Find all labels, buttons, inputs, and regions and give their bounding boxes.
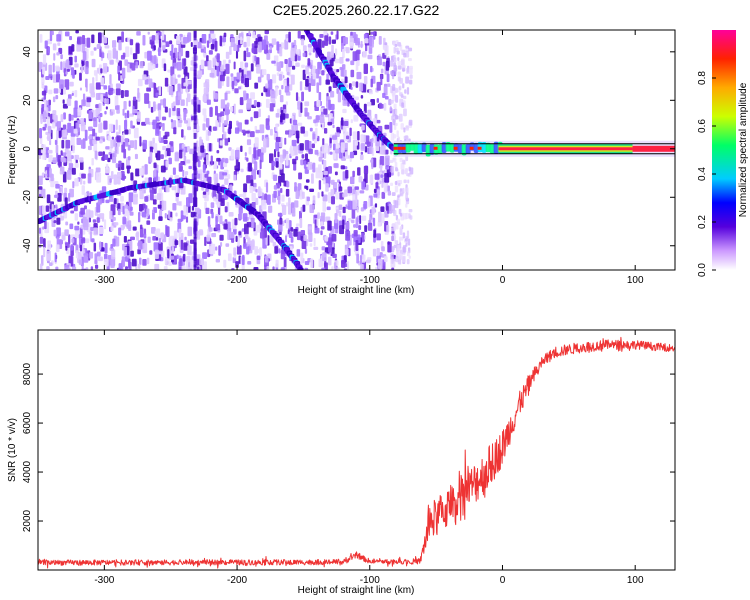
snr-y-label: SNR (10 * v/v) — [7, 418, 18, 482]
snr-x-tick-label: -300 — [94, 575, 114, 586]
snr-series-line — [38, 336, 675, 569]
spectrogram-y-ticks: -40 -20 0 20 40 — [22, 46, 675, 253]
spectrogram-x-tick-label: -300 — [94, 275, 114, 286]
snr-frame — [37, 329, 676, 571]
colorbar-tick-label: 0.8 — [697, 71, 708, 85]
snr-x-tick-label: -200 — [227, 575, 247, 586]
spectrogram-y-tick-label: -40 — [22, 238, 33, 253]
colorbar-gradient — [712, 30, 736, 270]
snr-y-ticks: 2000 4000 6000 8000 — [22, 363, 675, 532]
spectrogram-x-tick-label: -100 — [360, 275, 380, 286]
snr-x-ticks: -300 -200 -100 0 100 — [94, 330, 644, 586]
snr-x-tick-label: 0 — [500, 575, 506, 586]
snr-y-tick-label: 4000 — [22, 460, 33, 483]
snr-y-tick-label: 2000 — [22, 509, 33, 532]
snr-x-tick-label: 100 — [627, 575, 644, 586]
colorbar-tick-label: 0.0 — [697, 263, 708, 277]
spectrogram-x-tick-label: -200 — [227, 275, 247, 286]
figure-title: C2E5.2025.260.22.17.G22 — [273, 2, 440, 18]
spectrogram-carrier — [393, 140, 675, 157]
snr-y-tick-label: 8000 — [22, 363, 33, 386]
spectrogram-y-tick-label: 0 — [22, 146, 33, 152]
spectrogram-heatmap — [38, 30, 675, 270]
spectrogram-frame — [37, 29, 676, 271]
spectrogram-x-label: Height of straight line (km) — [298, 285, 415, 296]
spectrogram-y-tick-label: 40 — [22, 46, 33, 58]
colorbar-tick-label: 0.2 — [697, 215, 708, 229]
snr-panel: -300 -200 -100 0 100 2000 4000 6000 8000 Height… — [7, 329, 676, 596]
spectrogram-x-tick-label: 100 — [627, 275, 644, 286]
spectrogram-y-label: Frequency (Hz) — [7, 116, 18, 185]
colorbar-tick-label: 0.6 — [697, 119, 708, 133]
spectrogram-y-tick-label: 20 — [22, 94, 33, 106]
spectrogram-x-tick-label: 0 — [500, 275, 506, 286]
snr-y-tick-label: 6000 — [22, 412, 33, 435]
noise-field — [38, 30, 414, 270]
colorbar-ticks: 0.0 0.2 0.4 0.6 0.8 — [697, 71, 716, 277]
colorbar-label: Normalized spectral amplitude — [738, 82, 749, 217]
snr-x-tick-label: -100 — [360, 575, 380, 586]
snr-x-label: Height of straight line (km) — [298, 585, 415, 596]
spectrogram-y-tick-label: -20 — [22, 190, 33, 205]
spectrogram-x-ticks: -300 -200 -100 0 100 — [94, 30, 644, 286]
colorbar: 0.0 0.2 0.4 0.6 0.8 Normalized spectral ampl… — [697, 30, 749, 277]
colorbar-tick-label: 0.4 — [697, 167, 708, 181]
spectrogram-lower-arc — [38, 177, 304, 270]
spectrogram-vertical-line — [193, 30, 197, 270]
